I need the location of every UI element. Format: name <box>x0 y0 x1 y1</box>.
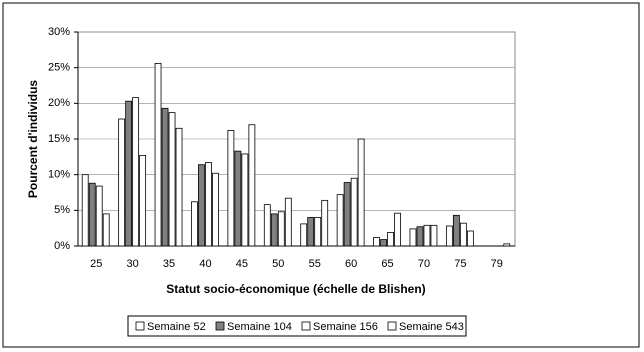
legend-swatch <box>215 321 225 331</box>
x-tick-label: 25 <box>90 258 102 270</box>
y-axis-title: Pourcent d'individus <box>26 80 40 199</box>
y-tick-label: 5% <box>54 204 70 216</box>
bar <box>81 174 89 247</box>
bar <box>234 150 242 247</box>
bar <box>459 222 467 247</box>
bar <box>175 127 183 247</box>
bar <box>373 237 380 247</box>
bar <box>307 217 315 247</box>
legend-label: Semaine 52 <box>147 321 206 333</box>
y-tick-label: 20% <box>48 97 70 109</box>
bar <box>168 112 176 247</box>
bar <box>314 217 322 247</box>
bar <box>154 62 162 247</box>
x-tick-label: 30 <box>127 258 139 270</box>
x-tick-label: 65 <box>381 258 393 270</box>
legend-label: Semaine 156 <box>313 321 378 333</box>
legend-swatch <box>135 321 145 331</box>
x-axis-title: Statut socio-économique (échelle de Blis… <box>166 282 425 296</box>
x-tick-label: 75 <box>454 258 466 270</box>
bar <box>416 226 424 247</box>
bar <box>248 124 256 247</box>
bar <box>161 107 169 247</box>
legend-swatch <box>387 321 397 331</box>
bar <box>430 224 438 247</box>
bar <box>132 97 140 247</box>
bar <box>300 223 308 247</box>
bar <box>423 224 431 247</box>
bar <box>263 204 271 247</box>
bar <box>102 213 110 247</box>
y-tick-label: 0% <box>54 240 70 252</box>
bar <box>452 214 460 247</box>
bar <box>466 230 474 247</box>
bar <box>118 118 126 247</box>
bar <box>191 201 198 247</box>
y-tick-label: 10% <box>48 169 70 181</box>
bar <box>88 182 96 247</box>
bar <box>336 194 344 247</box>
x-tick-label: 45 <box>236 258 248 270</box>
bar <box>198 164 205 247</box>
bar <box>445 225 453 247</box>
bar <box>95 185 103 247</box>
x-tick-label: 55 <box>309 258 321 270</box>
legend-swatch <box>301 321 311 331</box>
bar <box>227 130 235 247</box>
legend-label: Semaine 104 <box>227 321 292 333</box>
bar <box>270 213 278 247</box>
bar <box>409 228 417 247</box>
x-tick-label: 35 <box>163 258 175 270</box>
bar <box>125 100 133 247</box>
bar <box>241 153 249 247</box>
bar <box>387 232 394 247</box>
y-tick-label: 15% <box>48 133 70 145</box>
bar <box>284 197 292 247</box>
x-tick-label: 79 <box>491 258 503 270</box>
bar <box>205 162 212 247</box>
legend-label: Semaine 543 <box>399 321 464 333</box>
legend-box <box>127 315 467 337</box>
bar <box>343 182 351 247</box>
bar <box>321 199 329 247</box>
bar <box>503 243 511 247</box>
bar <box>139 155 147 247</box>
bar <box>212 172 219 247</box>
x-tick-label: 50 <box>272 258 284 270</box>
x-tick-label: 40 <box>199 258 211 270</box>
x-tick-label: 70 <box>418 258 430 270</box>
bar <box>380 239 387 247</box>
bar <box>350 177 358 247</box>
bar <box>357 138 365 247</box>
y-tick-label: 25% <box>48 62 70 74</box>
y-tick-label: 30% <box>48 26 70 38</box>
bar <box>394 212 401 247</box>
x-tick-label: 60 <box>345 258 357 270</box>
bar <box>277 211 285 247</box>
